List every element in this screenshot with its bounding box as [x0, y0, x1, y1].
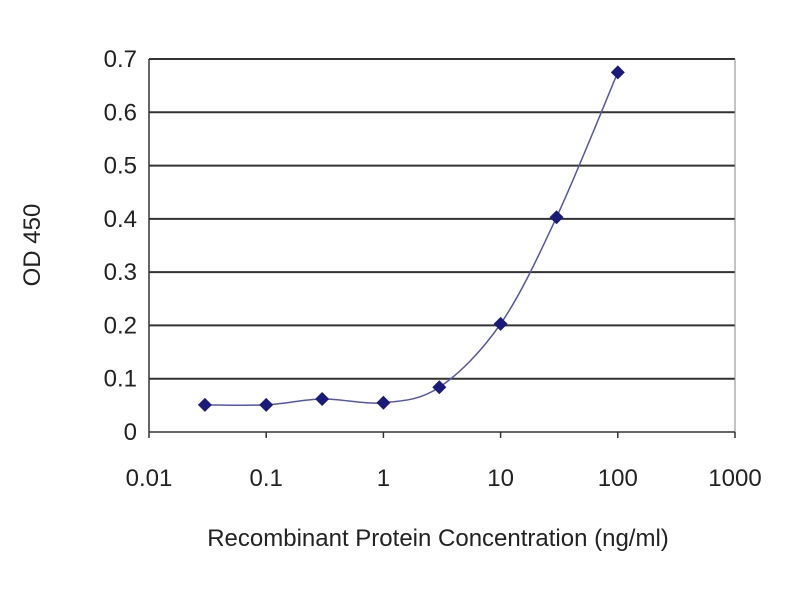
y-tick-label: 0.2: [104, 312, 137, 339]
x-tick-label: 10: [487, 465, 514, 492]
y-axis-label: OD 450: [19, 204, 46, 287]
data-point: [197, 397, 212, 412]
data-point: [432, 380, 447, 395]
y-tick-label: 0.6: [104, 99, 137, 126]
y-tick-label: 0.4: [104, 206, 137, 233]
y-tick-label: 0.5: [104, 153, 137, 180]
x-axis-label: Recombinant Protein Concentration (ng/ml…: [207, 525, 669, 552]
data-point: [493, 316, 508, 331]
y-tick-label: 0.3: [104, 259, 137, 286]
y-tick-label: 0.7: [104, 46, 137, 73]
y-tick-label: 0.1: [104, 366, 137, 393]
data-point: [610, 65, 625, 80]
data-point: [315, 391, 330, 406]
data-point: [259, 397, 274, 412]
x-tick-label: 1: [377, 465, 390, 492]
data-point: [376, 395, 391, 410]
x-tick-label: 0.01: [126, 465, 173, 492]
x-tick-label: 100: [598, 465, 638, 492]
x-tick-label: 1000: [708, 465, 761, 492]
x-tick-label: 0.1: [250, 465, 283, 492]
y-tick-label: 0: [124, 419, 137, 446]
data-point: [549, 210, 564, 225]
series-curve: [204, 72, 619, 407]
